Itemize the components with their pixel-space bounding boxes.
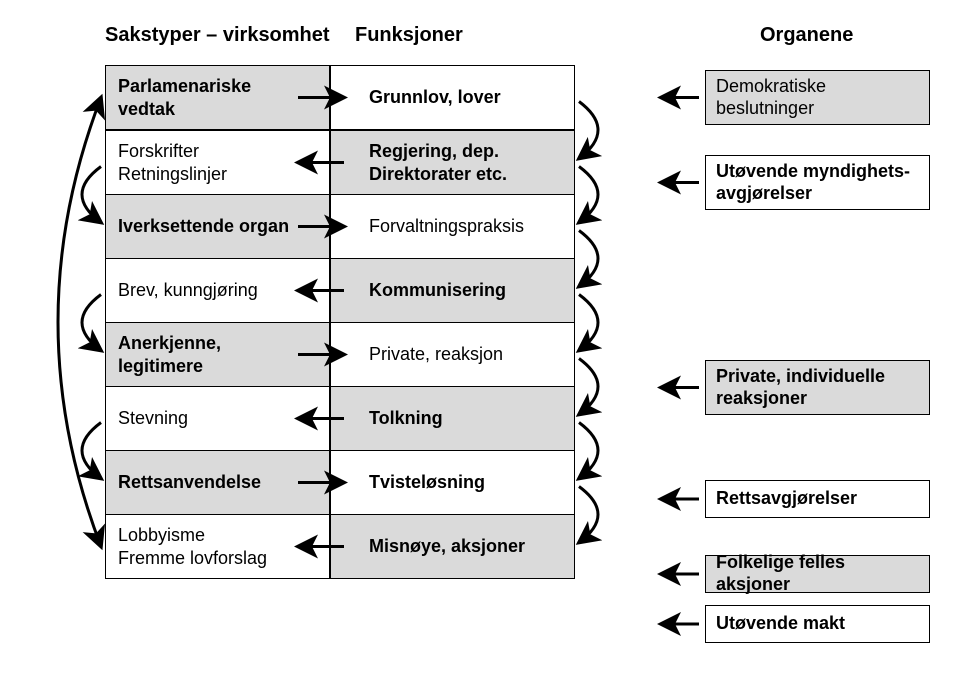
cell-text: Misnøye, aksjoner: [369, 535, 562, 558]
cell-text: Forvaltningspraksis: [369, 215, 562, 238]
cell-text: Rettsanvendelse: [118, 471, 317, 494]
cell-left-3: Brev, kunngjøring: [105, 258, 330, 323]
cell-left-0: Parlamenariskevedtak: [105, 65, 330, 130]
cell-left-1: ForskrifterRetningslinjer: [105, 130, 330, 195]
box-text: Rettsavgjørelser: [716, 488, 857, 510]
cell-right-4: Private, reaksjon: [330, 322, 575, 387]
cell-left-5: Stevning: [105, 386, 330, 451]
organ-box-utovende-makt: Utøvende makt: [705, 605, 930, 643]
cell-right-2: Forvaltningspraksis: [330, 194, 575, 259]
cell-right-3: Kommunisering: [330, 258, 575, 323]
box-text: Folkelige felles aksjoner: [716, 552, 919, 595]
organ-box-demokratiske: Demokratiskebeslutninger: [705, 70, 930, 125]
cell-left-2: Iverksettende organ: [105, 194, 330, 259]
cell-right-0: Grunnlov, lover: [330, 65, 575, 130]
box-text: Utøvende myndighets-avgjørelser: [716, 161, 910, 204]
cell-left-7: LobbyismeFremme lovforslag: [105, 514, 330, 579]
cell-text: Stevning: [118, 407, 317, 430]
cell-text: Kommunisering: [369, 279, 562, 302]
cell-text: ForskrifterRetningslinjer: [118, 140, 317, 185]
cell-right-1: Regjering, dep.Direktorater etc.: [330, 130, 575, 195]
cell-text: Grunnlov, lover: [369, 86, 562, 109]
cell-text: LobbyismeFremme lovforslag: [118, 524, 317, 569]
cell-text: Iverksettende organ: [118, 215, 317, 238]
organ-box-private: Private, individuellereaksjoner: [705, 360, 930, 415]
cell-text: Parlamenariskevedtak: [118, 75, 317, 120]
cell-text: Tolkning: [369, 407, 562, 430]
organ-box-utovende-mynd: Utøvende myndighets-avgjørelser: [705, 155, 930, 210]
organ-box-rettsavg: Rettsavgjørelser: [705, 480, 930, 518]
cell-right-5: Tolkning: [330, 386, 575, 451]
cell-right-6: Tvisteløsning: [330, 450, 575, 515]
cell-text: Regjering, dep.Direktorater etc.: [369, 140, 562, 185]
diagram-container: Sakstyper – virksomhet Funksjoner Organe…: [0, 0, 968, 677]
cell-text: Brev, kunngjøring: [118, 279, 317, 302]
cell-text: Tvisteløsning: [369, 471, 562, 494]
heading-col1: Sakstyper – virksomhet: [105, 24, 330, 47]
organ-box-folkelige: Folkelige felles aksjoner: [705, 555, 930, 593]
cell-text: Anerkjenne,legitimere: [118, 332, 317, 377]
box-text: Private, individuellereaksjoner: [716, 366, 885, 409]
cell-left-4: Anerkjenne,legitimere: [105, 322, 330, 387]
heading-col2: Funksjoner: [355, 24, 463, 47]
cell-left-6: Rettsanvendelse: [105, 450, 330, 515]
box-text: Utøvende makt: [716, 613, 845, 635]
cell-right-7: Misnøye, aksjoner: [330, 514, 575, 579]
heading-col3: Organene: [760, 24, 853, 47]
cell-text: Private, reaksjon: [369, 343, 562, 366]
box-text: Demokratiskebeslutninger: [716, 76, 826, 119]
